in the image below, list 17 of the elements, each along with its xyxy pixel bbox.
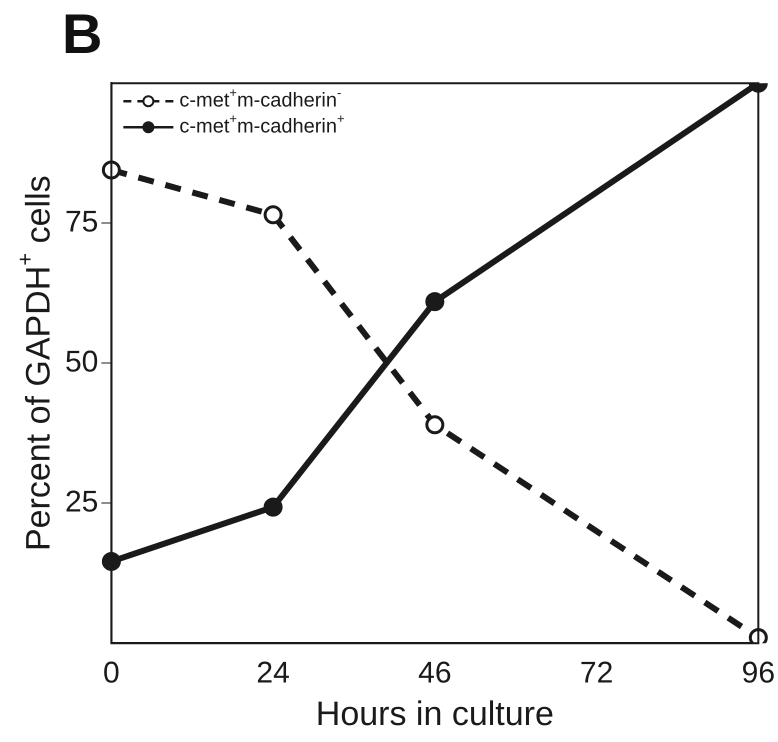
y-tick-label: 75 (64, 205, 98, 238)
legend-label: c-met+m-cadherin+ (179, 110, 345, 138)
x-tick-label: 96 (742, 656, 776, 690)
chart-title: B (62, 2, 102, 66)
x-tick-label: 46 (418, 656, 452, 690)
x-axis-title: Hours in culture (316, 694, 554, 733)
y-axis-title: Percent of GAPDH+ cells (12, 175, 58, 552)
point (264, 205, 283, 224)
x-tick-label: 72 (580, 656, 614, 690)
point (425, 415, 444, 434)
y-tick-label: 50 (64, 345, 98, 378)
x-tick-label: 0 (103, 656, 120, 690)
y-tick-label: 25 (64, 485, 98, 518)
point (264, 498, 283, 517)
point (425, 292, 444, 312)
x-tick-label: 24 (256, 656, 290, 690)
legend-label: c-met+m-cadherin- (179, 84, 342, 112)
